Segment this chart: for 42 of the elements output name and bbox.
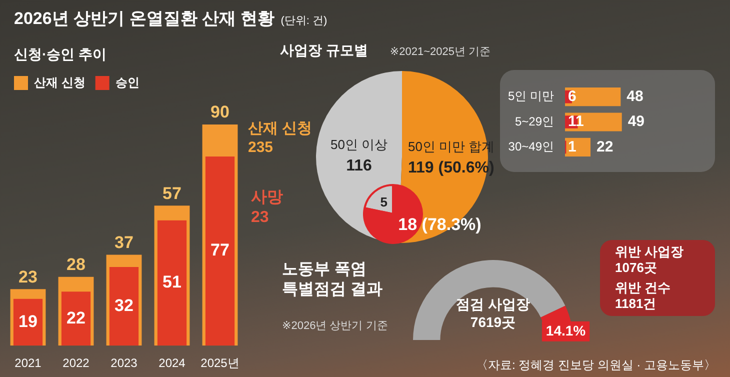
text: 사망 23: [251, 188, 284, 228]
x-tick-label: 2025년: [200, 356, 240, 370]
data-label: 90: [210, 102, 230, 122]
y-tick-label: 30~49인: [508, 140, 554, 154]
text: 산재 신청 235: [248, 120, 314, 158]
data-label: 19: [18, 312, 38, 331]
y-tick-label: 5인 미만: [508, 89, 554, 104]
data-label: 37: [114, 232, 134, 252]
data-label: 57: [162, 184, 182, 203]
data-label: 1: [568, 138, 576, 156]
chart-subtitle: ※2021~2025년 기준: [390, 46, 491, 58]
data-label: 11: [568, 113, 584, 130]
data-label: 116: [346, 158, 372, 175]
legend-label: 승인: [115, 75, 140, 90]
data-label: 77: [210, 240, 230, 260]
data-label: 28: [66, 255, 86, 274]
chart-title: 사업장 규모별: [280, 42, 368, 58]
x-tick-label: 2021: [14, 356, 42, 370]
x-tick-label: 2023: [110, 356, 138, 370]
data-label: 6: [568, 88, 576, 105]
text: ※2026년 상반기 기준: [282, 320, 388, 334]
text: 〈자료: 정혜경 진보당 의원실 · 고용노동부〉: [476, 358, 716, 373]
x-tick-label: 2024: [158, 356, 186, 370]
data-label: 48: [626, 88, 644, 105]
chart-subtitle: 신청·승인 추이: [14, 46, 107, 64]
data-label: 22: [66, 308, 86, 328]
x-tick-label: 2022: [62, 356, 90, 370]
slice-label: 50인 이상: [330, 137, 388, 152]
data-label: 51: [162, 272, 182, 292]
data-label: 49: [628, 113, 645, 130]
text: 점검 사업장 7619곳: [455, 296, 531, 331]
text: 노동부 폭염 특별점검 결과: [282, 260, 384, 300]
data-label: 32: [114, 296, 134, 315]
text: 위반 사업장 1076곳: [615, 244, 685, 276]
data-label: 22: [596, 138, 614, 156]
chart-title: 2026년 상반기 온열질환 산재 현황: [14, 9, 275, 28]
legend-label: 산재 신청: [34, 75, 86, 90]
text: (단위: 건): [280, 15, 328, 27]
data-label: 23: [18, 267, 38, 286]
data-label: 5: [380, 194, 388, 210]
text: 위반 건수 1181건: [615, 280, 672, 312]
y-tick-label: 5~29인: [514, 114, 554, 128]
